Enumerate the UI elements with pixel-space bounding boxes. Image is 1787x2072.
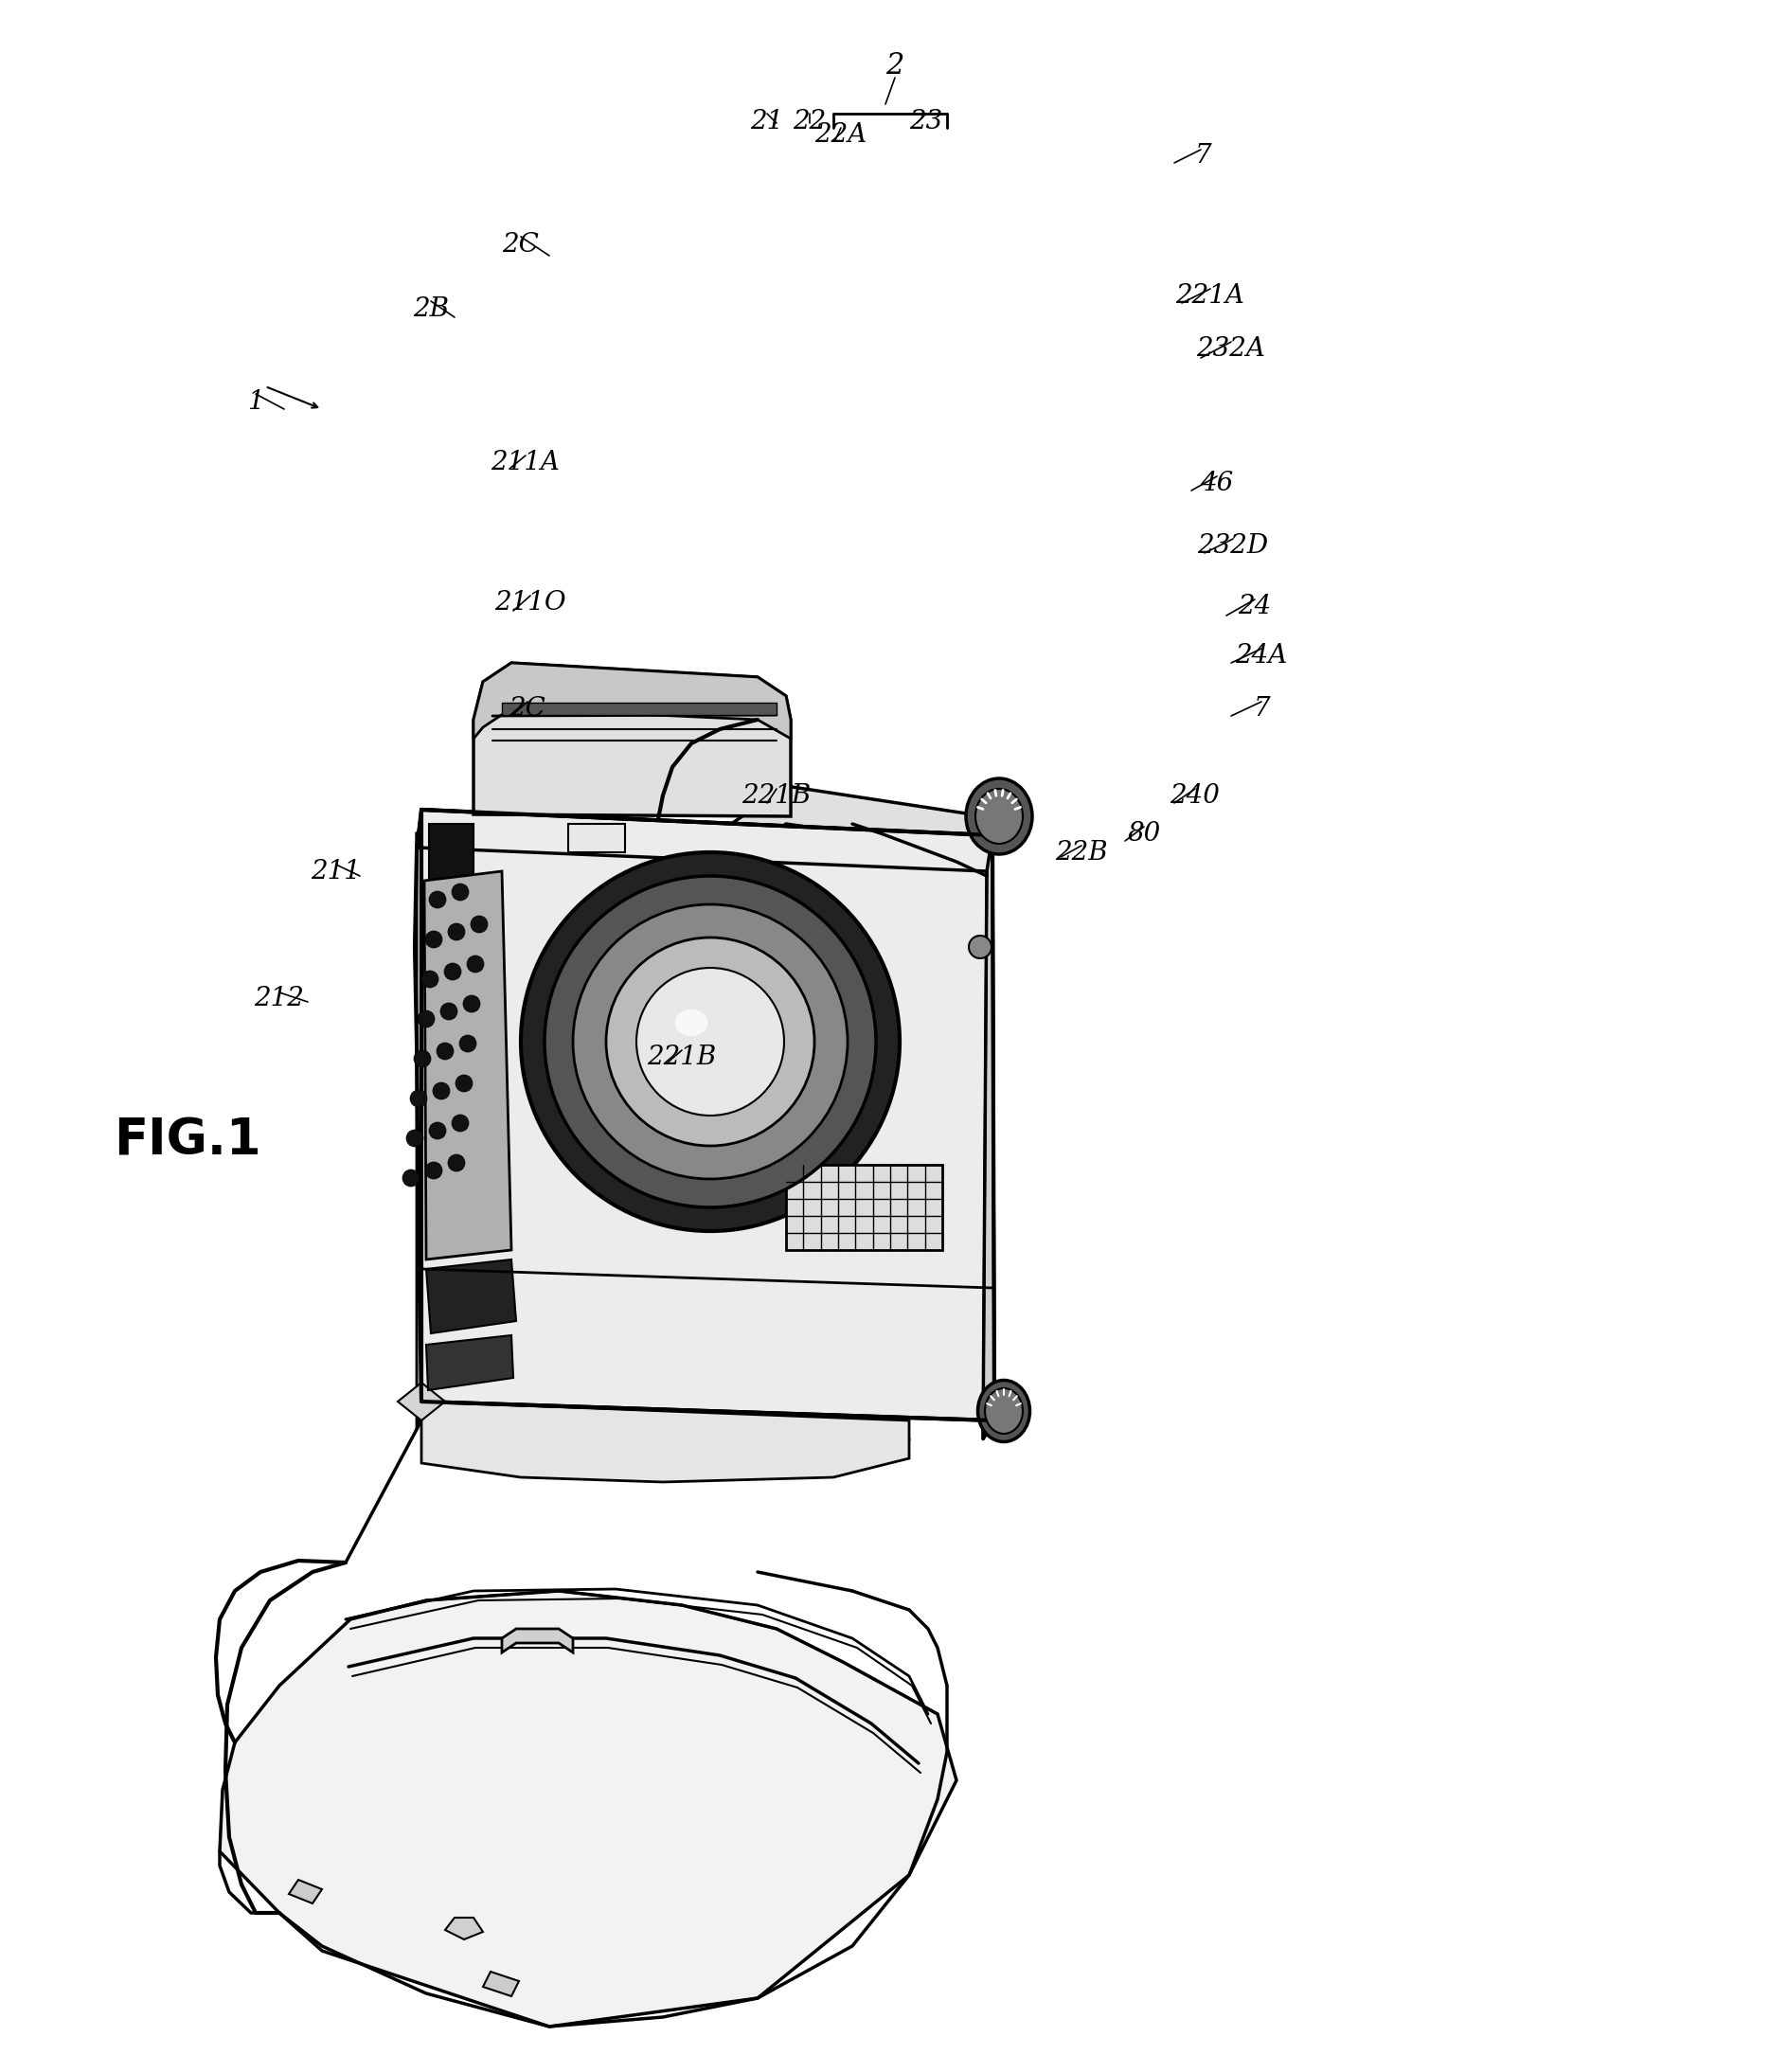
- Circle shape: [606, 937, 815, 1146]
- Text: 21: 21: [751, 108, 784, 135]
- Polygon shape: [425, 1334, 513, 1390]
- Text: 80: 80: [1128, 821, 1162, 845]
- Text: 46: 46: [1201, 470, 1233, 495]
- Text: 7: 7: [1194, 143, 1212, 170]
- Ellipse shape: [976, 789, 1022, 843]
- Circle shape: [409, 1090, 427, 1106]
- Circle shape: [459, 1036, 477, 1053]
- Circle shape: [418, 1011, 434, 1028]
- Circle shape: [470, 916, 488, 932]
- Ellipse shape: [967, 779, 1033, 854]
- Circle shape: [429, 891, 447, 908]
- Text: 232D: 232D: [1197, 533, 1269, 557]
- Polygon shape: [482, 1973, 518, 1995]
- Text: 221B: 221B: [742, 783, 811, 808]
- Polygon shape: [399, 1382, 445, 1421]
- Circle shape: [425, 1162, 441, 1179]
- Circle shape: [402, 1169, 420, 1187]
- Ellipse shape: [977, 1380, 1029, 1442]
- Circle shape: [520, 852, 899, 1231]
- Polygon shape: [220, 1591, 956, 2026]
- Circle shape: [456, 1075, 472, 1092]
- Text: 2C: 2C: [509, 696, 545, 721]
- Polygon shape: [416, 810, 992, 870]
- Circle shape: [452, 883, 468, 901]
- Circle shape: [466, 955, 484, 972]
- Polygon shape: [416, 785, 986, 870]
- Text: 221B: 221B: [647, 1044, 717, 1069]
- Text: 23: 23: [910, 108, 944, 135]
- Bar: [786, 1164, 942, 1249]
- Circle shape: [449, 924, 465, 941]
- Text: 211O: 211O: [495, 591, 566, 615]
- Ellipse shape: [675, 1009, 708, 1036]
- Circle shape: [440, 1003, 457, 1019]
- Circle shape: [406, 1129, 424, 1146]
- Circle shape: [636, 968, 784, 1115]
- Text: 232A: 232A: [1197, 336, 1265, 361]
- Circle shape: [415, 1051, 431, 1067]
- Polygon shape: [502, 1629, 574, 1653]
- Circle shape: [422, 970, 438, 988]
- Circle shape: [463, 995, 481, 1013]
- Polygon shape: [568, 825, 625, 852]
- Text: 24A: 24A: [1235, 642, 1288, 667]
- Circle shape: [449, 1154, 465, 1171]
- Polygon shape: [422, 1401, 910, 1481]
- Circle shape: [425, 930, 441, 947]
- Text: 211: 211: [311, 858, 361, 885]
- Circle shape: [429, 1123, 447, 1140]
- Text: 2: 2: [886, 52, 904, 81]
- Polygon shape: [983, 835, 994, 1440]
- Circle shape: [445, 963, 461, 980]
- Text: 22: 22: [793, 108, 826, 135]
- Circle shape: [969, 937, 992, 959]
- Text: 1: 1: [247, 390, 264, 414]
- Polygon shape: [424, 870, 511, 1260]
- Polygon shape: [445, 1919, 482, 1939]
- Polygon shape: [416, 810, 422, 1430]
- Text: 7: 7: [1253, 696, 1271, 721]
- Circle shape: [432, 1082, 450, 1100]
- Polygon shape: [502, 702, 777, 715]
- Circle shape: [452, 1115, 468, 1131]
- Polygon shape: [425, 1260, 516, 1334]
- Polygon shape: [289, 1879, 322, 1904]
- Text: 221A: 221A: [1176, 282, 1246, 309]
- Text: 24: 24: [1238, 593, 1272, 620]
- Text: 22A: 22A: [815, 122, 867, 147]
- Text: 22B: 22B: [1054, 839, 1108, 866]
- Circle shape: [545, 876, 876, 1208]
- Text: FIG.1: FIG.1: [114, 1117, 261, 1167]
- Polygon shape: [429, 825, 474, 891]
- Circle shape: [436, 1042, 454, 1059]
- Polygon shape: [474, 663, 792, 738]
- Text: 2B: 2B: [413, 296, 449, 321]
- Polygon shape: [474, 663, 792, 816]
- Ellipse shape: [985, 1388, 1022, 1434]
- Circle shape: [574, 903, 847, 1179]
- Text: 211A: 211A: [491, 450, 559, 474]
- Text: 212: 212: [254, 986, 304, 1011]
- Text: 240: 240: [1170, 783, 1221, 808]
- Text: 2C: 2C: [502, 232, 540, 257]
- Polygon shape: [422, 810, 994, 1421]
